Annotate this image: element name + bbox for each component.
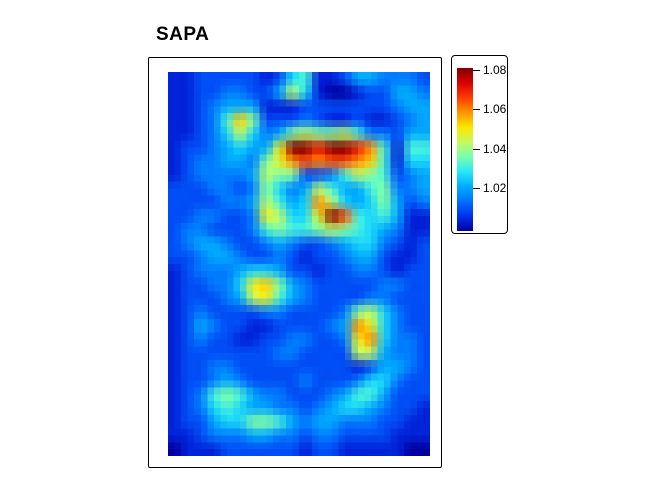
colorbar-legend-frame: 1.02 1.04 1.06 1.08	[451, 55, 508, 234]
colorbar-tick-label: 1.04	[483, 141, 507, 156]
colorbar-gradient	[457, 68, 473, 231]
heatmap-image	[168, 72, 430, 456]
colorbar-tick-mark	[473, 109, 480, 111]
colorbar-tick-label: 1.02	[483, 180, 507, 195]
plot-title: SAPA	[156, 24, 210, 45]
colorbar-tick-label: 1.08	[483, 63, 507, 77]
colorbar-tick-mark	[473, 70, 480, 71]
colorbar-tick-mark	[473, 148, 480, 150]
colorbar-tick-mark	[473, 187, 480, 189]
colorbar-tick-label: 1.06	[483, 102, 507, 117]
